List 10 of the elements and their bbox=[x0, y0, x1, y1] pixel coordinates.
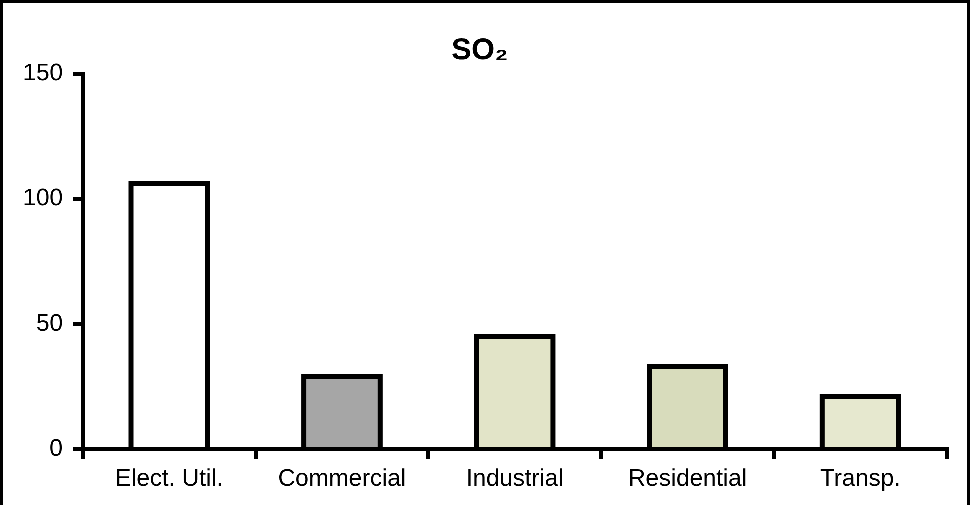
y-tick-label: 150 bbox=[22, 60, 64, 87]
x-tick-label: Residential bbox=[628, 465, 748, 492]
x-tick-label: Industrial bbox=[466, 465, 564, 492]
y-tick-label: 50 bbox=[36, 310, 64, 337]
x-tick-label: Transp. bbox=[820, 465, 901, 492]
x-tick-label: Elect. Util. bbox=[115, 465, 224, 492]
chart-title: SO₂ bbox=[452, 33, 508, 66]
y-tick-label: 100 bbox=[22, 184, 64, 212]
x-tick-label: Commercial bbox=[278, 465, 406, 492]
y-tick-label: 0 bbox=[50, 434, 64, 462]
